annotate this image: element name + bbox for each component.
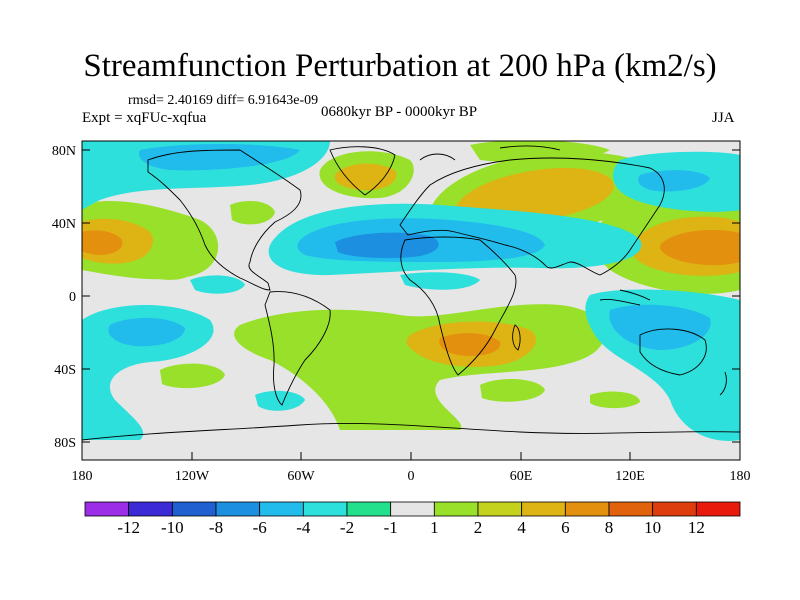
- contour-pos-n-atlantic: [230, 200, 275, 225]
- colorbar-label: -1: [384, 518, 398, 537]
- coastline-antarctica: [82, 422, 740, 441]
- lon-label-120w: 120W: [175, 469, 210, 484]
- lat-label-80n: 80N: [52, 144, 76, 159]
- coastline-new-zealand: [719, 371, 727, 396]
- period-label: 0680kyr BP - 0000kyr BP: [321, 104, 478, 120]
- colorbar-box: [171, 501, 217, 517]
- coastline-eurasia: [399, 157, 665, 276]
- lon-axis-labels: 180 120W 60W 0 60E 120E 180: [72, 469, 751, 484]
- contour-pos-s-ocean: [590, 391, 640, 409]
- coastline-australia: [639, 328, 707, 376]
- colorbar-box: [128, 501, 173, 517]
- colorbar-box: [259, 501, 304, 517]
- coastline-indonesia: [599, 289, 651, 306]
- colorbar-label: 12: [688, 518, 705, 537]
- colorbar-label: -12: [117, 518, 140, 537]
- colorbar-label: 4: [517, 518, 526, 537]
- colorbar-label: 8: [605, 518, 614, 537]
- colorbar-box: [608, 501, 654, 517]
- colorbar-label: -4: [296, 518, 311, 537]
- lat-label-0: 0: [69, 290, 76, 305]
- contour-neg-s-atlantic: [255, 390, 305, 411]
- lon-label-60w: 60W: [287, 469, 315, 484]
- contour-neg-pacific-tropics: [190, 275, 245, 294]
- contour-neg-indian-ocean-2: [609, 304, 711, 350]
- contour-pos-greenland-4: [334, 163, 397, 191]
- colorbar-label: 6: [561, 518, 570, 537]
- contour-neg-sw-pacific-2: [108, 317, 185, 347]
- lon-label-180w: 180: [72, 469, 93, 484]
- colorbar-label: -2: [340, 518, 354, 537]
- colorbar-box: [302, 501, 348, 517]
- rmsd-stats: rmsd= 2.40169 diff= 6.91643e-09: [128, 93, 319, 108]
- experiment-label: Expt = xqFUc-xqfua: [82, 110, 207, 126]
- colorbar-label: 10: [644, 518, 661, 537]
- lat-label-40s: 40S: [54, 363, 76, 378]
- colorbar-box: [695, 501, 741, 517]
- season-label: JJA: [712, 110, 735, 126]
- colorbar: [84, 501, 741, 517]
- map-title: Streamfunction Perturbation at 200 hPa (…: [83, 48, 717, 84]
- lon-label-120e: 120E: [615, 469, 645, 484]
- contour-pos-south-indian: [480, 378, 545, 402]
- contour-pos-e-pacific: [150, 261, 195, 280]
- colorbar-box: [84, 501, 130, 517]
- colorbar-box: [433, 501, 479, 517]
- contour-neg-equatorial-atlantic: [400, 272, 480, 290]
- coastline-north-america: [147, 149, 302, 291]
- coastline-madagascar: [512, 324, 521, 351]
- lon-label-60e: 60E: [510, 469, 533, 484]
- coastlines: [82, 145, 740, 441]
- coastline-africa: [400, 236, 517, 376]
- colorbar-box: [564, 501, 610, 517]
- colorbar-box: [521, 501, 566, 517]
- map-ticks: [81, 149, 741, 460]
- contour-pos-nw-pacific-8: [660, 230, 740, 266]
- coastline-arctic-islands: [419, 145, 561, 161]
- contour-pos-ne-pacific-8: [82, 230, 123, 255]
- contour-neg-arctic-america-2: [139, 144, 300, 171]
- colorbar-box: [346, 501, 392, 517]
- colorbar-box: [477, 501, 523, 517]
- colorbar-label: 1: [430, 518, 439, 537]
- colorbar-label: -10: [161, 518, 184, 537]
- coastline-greenland: [329, 146, 396, 196]
- colorbar-labels: -12 -10 -8 -6 -4 -2 -1 1 2 4 6 8 10 12: [117, 518, 704, 537]
- contour-pos-s-pacific: [160, 363, 225, 389]
- lat-label-80s: 80S: [54, 436, 76, 451]
- colorbar-box: [215, 501, 261, 517]
- coastline-south-america: [264, 291, 331, 406]
- contour-pos-siberia: [470, 141, 610, 163]
- lon-label-0: 0: [408, 469, 415, 484]
- contour-pos-s-africa-6: [439, 333, 501, 356]
- lat-label-40n: 40N: [52, 217, 76, 232]
- contour-field: [82, 141, 740, 460]
- colorbar-label: 2: [474, 518, 483, 537]
- colorbar-box: [390, 501, 435, 517]
- lon-label-180e: 180: [730, 469, 751, 484]
- colorbar-label: -8: [209, 518, 223, 537]
- contour-neg-arctic-east-2: [638, 170, 710, 192]
- colorbar-box: [652, 501, 697, 517]
- colorbar-label: -6: [253, 518, 267, 537]
- lat-axis-labels: 80N 40N 0 40S 80S: [52, 144, 76, 451]
